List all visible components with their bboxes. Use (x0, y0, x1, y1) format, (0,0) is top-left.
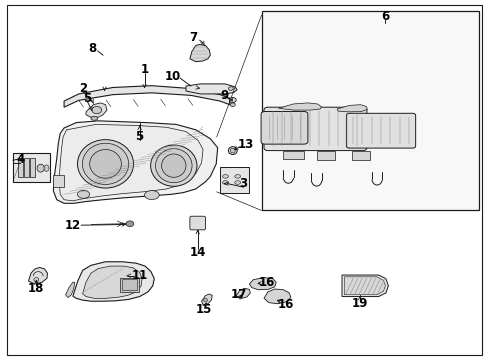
Bar (30, 158, 35, 177)
Circle shape (230, 103, 235, 107)
Ellipse shape (92, 107, 102, 114)
Bar (282, 151, 304, 159)
Polygon shape (341, 275, 387, 297)
Ellipse shape (155, 149, 192, 183)
Text: 5: 5 (83, 92, 91, 105)
Bar (18, 158, 22, 177)
FancyBboxPatch shape (189, 216, 205, 230)
Polygon shape (65, 282, 75, 298)
Polygon shape (278, 103, 321, 110)
Ellipse shape (82, 143, 128, 184)
Ellipse shape (234, 181, 240, 184)
Text: 7: 7 (189, 31, 197, 45)
Text: 15: 15 (195, 303, 211, 316)
Text: 19: 19 (351, 297, 367, 310)
Text: 2: 2 (80, 82, 87, 95)
Bar (261, 12, 478, 211)
Bar (316, 151, 334, 160)
FancyBboxPatch shape (346, 113, 415, 148)
FancyBboxPatch shape (264, 107, 366, 150)
Ellipse shape (150, 145, 197, 186)
Text: 10: 10 (164, 69, 180, 82)
Text: 8: 8 (87, 42, 96, 55)
Circle shape (229, 98, 236, 103)
Polygon shape (185, 84, 237, 94)
Ellipse shape (234, 175, 240, 178)
Text: 16: 16 (258, 276, 275, 289)
Text: 9: 9 (221, 89, 229, 102)
Text: 17: 17 (230, 288, 247, 301)
Polygon shape (59, 125, 203, 201)
Ellipse shape (34, 278, 39, 282)
Polygon shape (53, 121, 217, 203)
Polygon shape (28, 267, 47, 284)
Polygon shape (189, 44, 210, 62)
Text: 5: 5 (135, 130, 143, 143)
Polygon shape (201, 294, 212, 305)
Circle shape (126, 221, 134, 226)
Ellipse shape (77, 140, 133, 188)
Ellipse shape (222, 181, 228, 184)
Circle shape (228, 87, 233, 90)
Polygon shape (82, 266, 142, 298)
Text: 11: 11 (131, 269, 147, 282)
Polygon shape (73, 262, 154, 301)
Bar (351, 151, 369, 160)
Text: 14: 14 (189, 246, 205, 259)
Bar (120, 278, 139, 292)
Bar (53, 175, 64, 187)
Ellipse shape (228, 147, 237, 154)
Text: 1: 1 (140, 63, 148, 76)
Polygon shape (86, 103, 107, 117)
Ellipse shape (89, 149, 121, 178)
Polygon shape (64, 86, 229, 107)
FancyBboxPatch shape (261, 112, 307, 144)
Bar (24, 158, 29, 177)
Text: 18: 18 (28, 282, 44, 295)
Text: 6: 6 (381, 10, 389, 23)
Polygon shape (13, 153, 50, 182)
Ellipse shape (144, 190, 159, 199)
Polygon shape (235, 288, 250, 298)
Ellipse shape (91, 116, 98, 120)
Ellipse shape (161, 154, 185, 177)
Ellipse shape (222, 175, 228, 178)
Bar (220, 167, 249, 193)
Polygon shape (336, 105, 366, 112)
Polygon shape (344, 277, 385, 295)
Text: 13: 13 (237, 138, 254, 150)
Text: 4: 4 (16, 153, 24, 166)
Ellipse shape (230, 148, 235, 153)
Ellipse shape (203, 298, 207, 302)
Polygon shape (249, 278, 276, 290)
Ellipse shape (44, 165, 49, 171)
Bar (122, 279, 137, 291)
Text: 12: 12 (64, 219, 81, 232)
Text: 3: 3 (239, 177, 247, 190)
Text: 16: 16 (277, 298, 294, 311)
Ellipse shape (77, 190, 89, 198)
Polygon shape (264, 289, 290, 304)
Ellipse shape (37, 164, 44, 172)
